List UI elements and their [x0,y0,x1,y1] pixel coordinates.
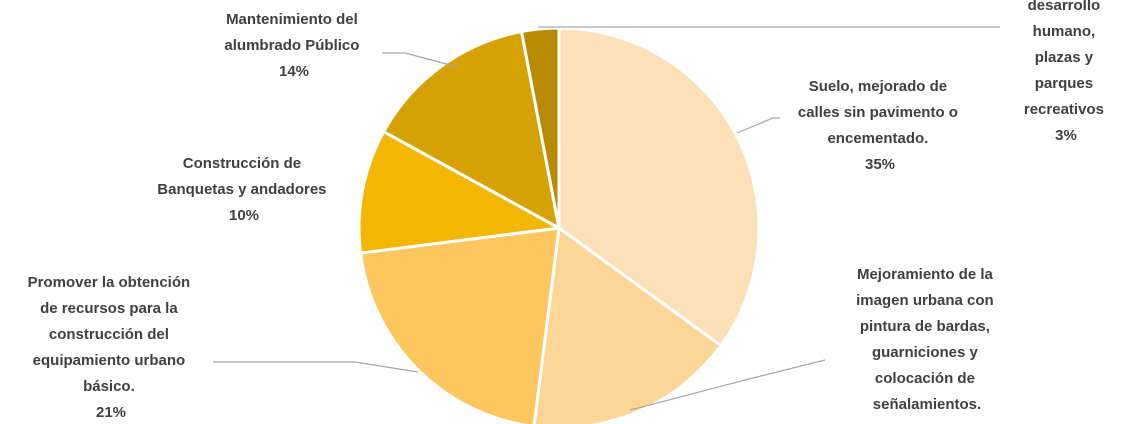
label-line: parques [1035,75,1093,92]
slice-label-imagen: Mejoramiento de la imagen urbana con pin… [856,266,998,413]
leader-line-alumbrado [382,52,459,68]
leader-line-equipamiento [213,361,419,373]
slice-percent: 35% [865,156,895,173]
label-line: de recursos para la [40,300,178,317]
slice-label-alumbrado: Mantenimiento del alumbrado Público 14% [224,11,363,80]
label-line: básico. [83,378,135,395]
pie-slice-plazas [519,26,561,229]
leader-lines [213,26,1000,411]
label-line: guarniciones y [872,344,979,361]
label-line: equipamiento urbano [33,352,186,369]
pie-slice-alumbrado [381,29,562,231]
slice-label-plazas: desarrollo humano, plazas y parques recr… [1024,0,1108,144]
label-line: Promover la obtención [28,274,191,291]
leader-line-imagen [629,359,826,411]
label-line: desarrollo [1028,0,1101,14]
label-line: Suelo, mejorado de [809,78,947,95]
label-line: Mantenimiento del [226,11,358,28]
slice-percent: 14% [279,63,309,80]
pie-slice-imagen [532,225,723,424]
label-line: imagen urbana con [856,292,994,309]
slice-percent: 10% [229,207,259,224]
label-line: recreativos [1024,101,1104,118]
slice-percent: 3% [1055,127,1077,144]
label-line: Construcción de [183,155,301,172]
slice-label-suelo: Suelo, mejorado de calles sin pavimento … [798,78,962,173]
pie-slices [357,26,761,424]
slice-percent: 21% [96,404,126,421]
label-line: humano, [1033,23,1096,40]
pie-slice-banquetas [357,129,564,255]
label-line: Mejoramiento de la [857,266,994,283]
label-line: encementado. [827,130,928,147]
label-line: pintura de bardas, [860,318,990,335]
leader-line-suelo [736,117,780,134]
pie-slice-equipamiento [358,226,561,424]
label-line: construcción del [49,326,169,343]
slice-label-equipamiento: Promover la obtención de recursos para l… [28,274,195,421]
label-line: colocación de [875,370,975,387]
label-line: plazas y [1035,49,1094,66]
label-line: Banquetas y andadores [157,181,326,198]
label-line: señalamientos. [873,396,981,413]
slice-label-banquetas: Construcción de Banquetas y andadores 10… [157,155,330,224]
label-line: alumbrado Público [224,37,359,54]
pie-slice-suelo [557,26,761,348]
label-line: calles sin pavimento o [798,104,958,121]
